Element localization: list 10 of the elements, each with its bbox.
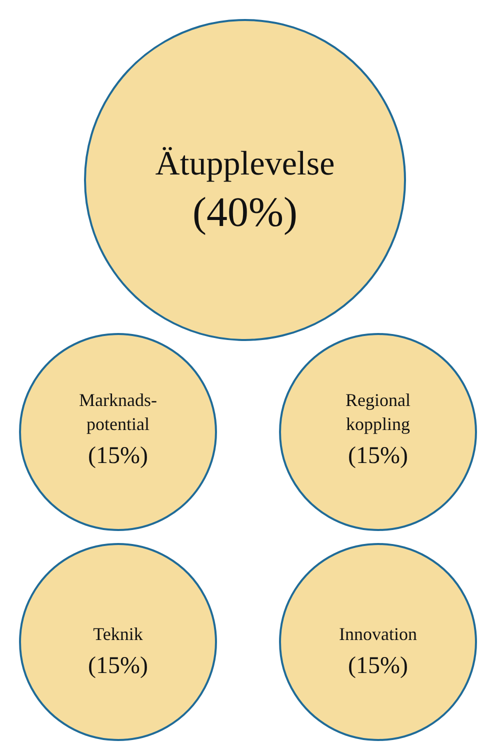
category-label: Regional koppling xyxy=(346,390,410,434)
data-label: (15%) xyxy=(88,443,148,469)
data-label: (40%) xyxy=(192,190,298,236)
category-label: Marknads- potential xyxy=(79,390,157,434)
category-label: Teknik xyxy=(93,624,143,644)
category-label: Innovation xyxy=(339,624,417,644)
data-label: (15%) xyxy=(348,443,408,469)
data-label: (15%) xyxy=(88,653,148,679)
category-label: Ätupplevelse xyxy=(155,146,335,182)
data-label: (15%) xyxy=(348,653,408,679)
